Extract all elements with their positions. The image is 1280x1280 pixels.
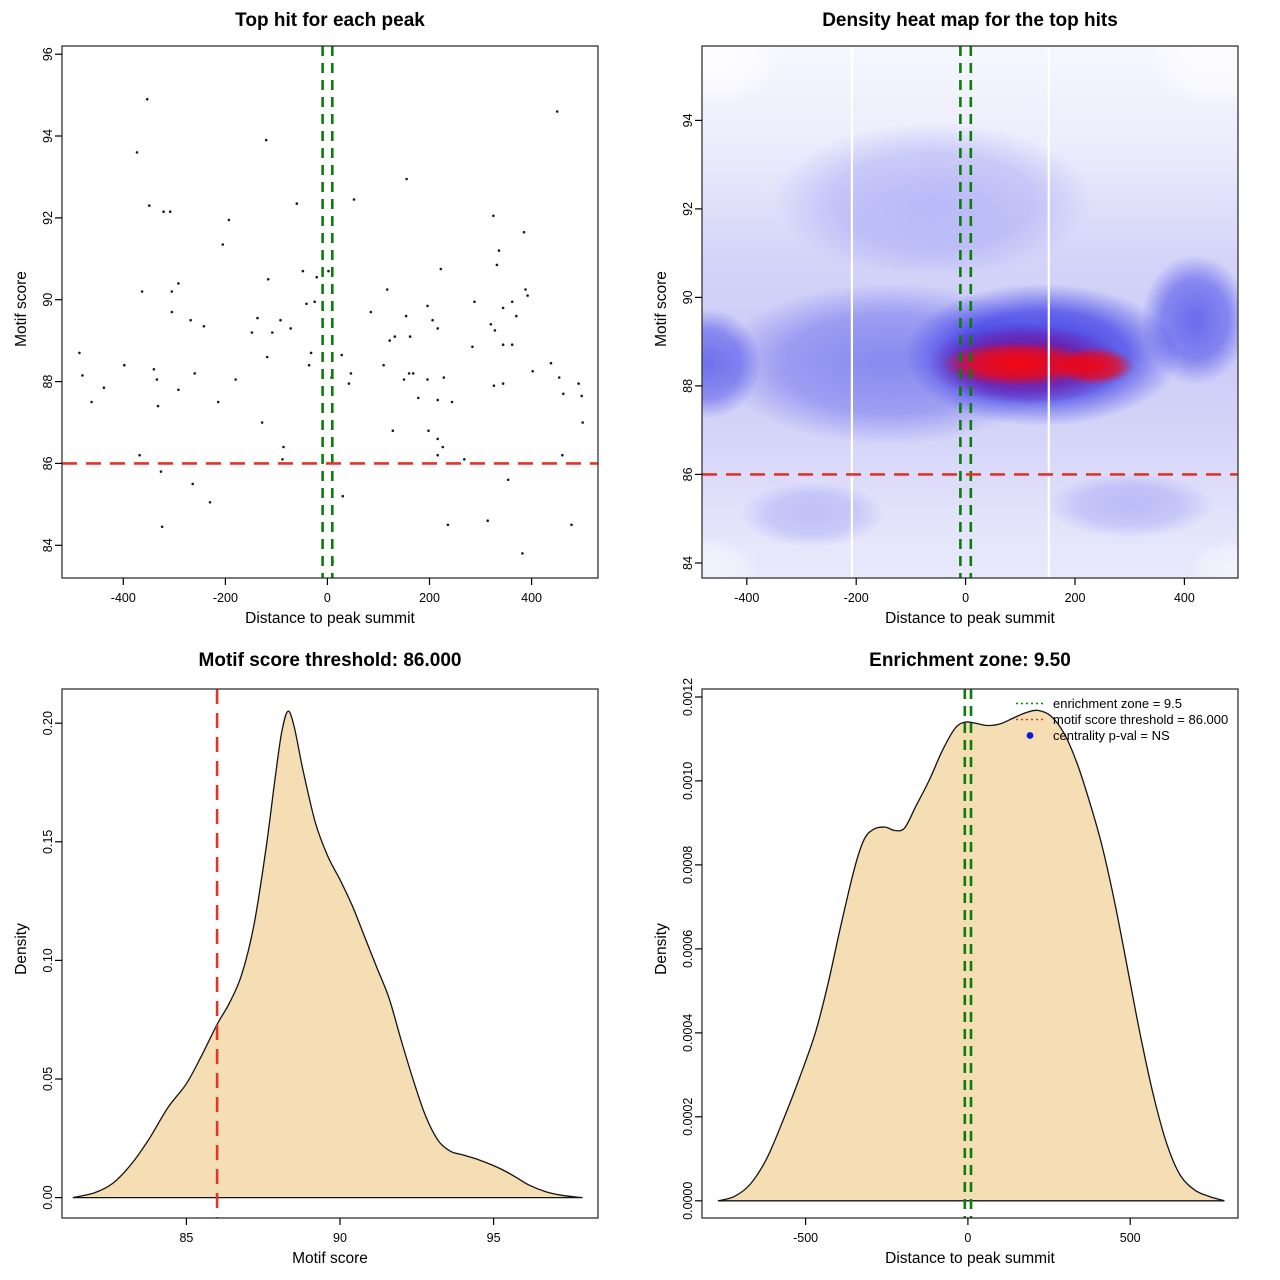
svg-text:centrality p-val = NS: centrality p-val = NS — [1053, 728, 1170, 743]
motif-density-plot-canvas: 85 90 95 0.00 0.05 0.10 0.15 0.20 — [41, 688, 599, 1245]
svg-text:84: 84 — [681, 556, 695, 570]
svg-text:94: 94 — [41, 129, 55, 143]
svg-text:0.0012: 0.0012 — [681, 678, 695, 716]
heatmap-title: Density heat map for the top hits — [822, 10, 1118, 31]
svg-text:0.10: 0.10 — [41, 948, 55, 972]
svg-text:0.0010: 0.0010 — [681, 762, 695, 800]
svg-text:92: 92 — [681, 202, 695, 216]
panel-enrichment-zone-density: Enrichment zone: 9.50 -500 0 500 0.0000 0.00… — [640, 640, 1280, 1280]
svg-text:0.0008: 0.0008 — [681, 846, 695, 884]
svg-text:90: 90 — [41, 293, 55, 307]
svg-text:0.0002: 0.0002 — [681, 1098, 695, 1136]
svg-text:0: 0 — [324, 591, 331, 605]
enrichment-xaxis-label: Distance to peak summit — [885, 1250, 1055, 1267]
svg-text:90: 90 — [681, 290, 695, 304]
svg-text:400: 400 — [1174, 591, 1195, 605]
svg-text:96: 96 — [41, 47, 55, 61]
svg-text:0: 0 — [962, 591, 969, 605]
svg-text:0.0000: 0.0000 — [681, 1182, 695, 1220]
scatter-title: Top hit for each peak — [235, 10, 425, 31]
heatmap-plot-canvas: -400 -200 0 200 400 84 86 88 90 92 94 — [681, 45, 1239, 605]
heatmap-yaxis-label: Motif score — [653, 271, 670, 347]
svg-text:motif score threshold = 86.000: motif score threshold = 86.000 — [1053, 712, 1228, 727]
enrichment-yaxis-label: Density — [653, 923, 670, 975]
scatter-plot-canvas: -400 -200 0 200 400 84 86 88 90 92 94 96 — [41, 45, 599, 605]
panel-density-heatmap: Density heat map for the top hits -400 -2… — [640, 0, 1280, 640]
svg-text:200: 200 — [1065, 591, 1086, 605]
scatter-xaxis-label: Distance to peak summit — [245, 610, 415, 627]
svg-text:0.05: 0.05 — [41, 1067, 55, 1091]
svg-text:88: 88 — [41, 375, 55, 389]
svg-text:84: 84 — [41, 538, 55, 552]
svg-text:86: 86 — [41, 456, 55, 470]
svg-text:-200: -200 — [213, 591, 238, 605]
svg-text:85: 85 — [179, 1231, 193, 1245]
svg-text:-200: -200 — [844, 591, 869, 605]
svg-text:92: 92 — [41, 211, 55, 225]
svg-text:94: 94 — [681, 113, 695, 127]
svg-text:0: 0 — [964, 1231, 971, 1245]
svg-text:0.0006: 0.0006 — [681, 930, 695, 968]
svg-text:0.15: 0.15 — [41, 830, 55, 854]
motif-density-yaxis-label: Density — [13, 923, 30, 975]
svg-text:500: 500 — [1120, 1231, 1141, 1245]
enrichment-plot-canvas: -500 0 500 0.0000 0.0002 0.0004 0.0006 0.0008 0.… — [681, 678, 1239, 1245]
panel-top-hit-scatter: Top hit for each peak -400 -200 0 200 400 84 8… — [0, 0, 640, 640]
motif-density-title: Motif score threshold: 86.000 — [198, 650, 462, 671]
svg-text:90: 90 — [333, 1231, 347, 1245]
svg-text:88: 88 — [681, 379, 695, 393]
svg-text:0.00: 0.00 — [41, 1185, 55, 1209]
svg-text:-400: -400 — [734, 591, 759, 605]
svg-text:0.20: 0.20 — [41, 711, 55, 735]
svg-text:-400: -400 — [111, 591, 136, 605]
scatter-yaxis-label: Motif score — [13, 271, 30, 347]
motif-density-xaxis-label: Motif score — [292, 1250, 368, 1267]
svg-text:200: 200 — [419, 591, 440, 605]
svg-text:0.0004: 0.0004 — [681, 1014, 695, 1052]
heatmap-xaxis-label: Distance to peak summit — [885, 610, 1055, 627]
enrichment-title: Enrichment zone: 9.50 — [869, 650, 1071, 671]
svg-text:400: 400 — [521, 591, 542, 605]
svg-text:95: 95 — [487, 1231, 501, 1245]
svg-text:-500: -500 — [793, 1231, 818, 1245]
panel-motif-score-density: Motif score threshold: 86.000 85 90 95 0.00… — [0, 640, 640, 1280]
svg-text:86: 86 — [681, 467, 695, 481]
svg-text:enrichment zone = 9.5: enrichment zone = 9.5 — [1053, 696, 1182, 711]
